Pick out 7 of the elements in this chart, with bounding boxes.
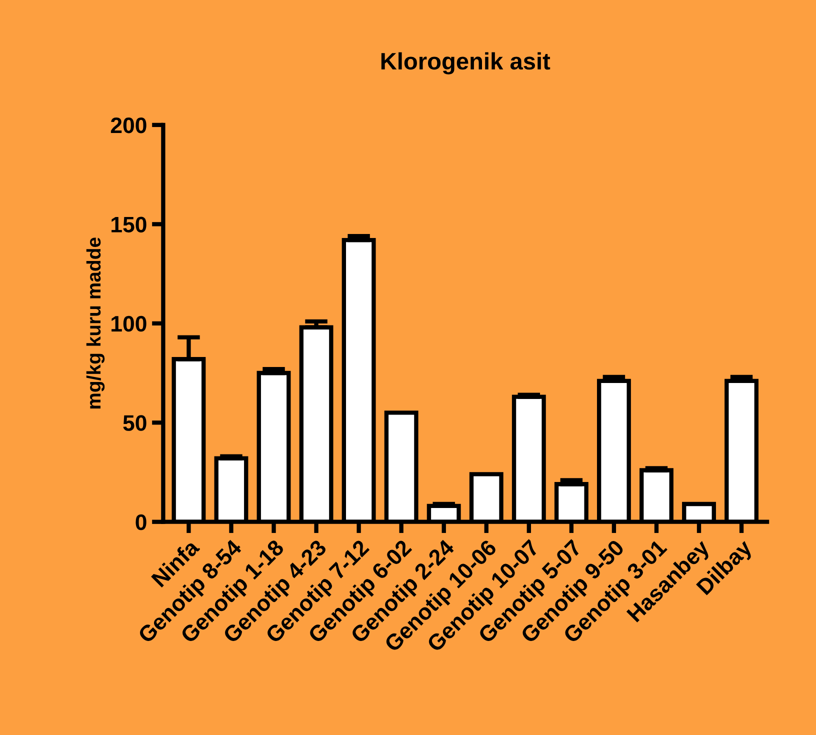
y-tick-label: 200: [110, 117, 146, 134]
y-tick-label: 50: [123, 415, 146, 431]
y-tick-label: 100: [112, 316, 146, 332]
y-tick-label: 0: [136, 514, 146, 530]
y-tick-label: 150: [112, 216, 146, 232]
chart-title: Klorogenik asit: [381, 52, 550, 74]
y-axis-title: mg/kg kuru madde: [86, 238, 105, 409]
